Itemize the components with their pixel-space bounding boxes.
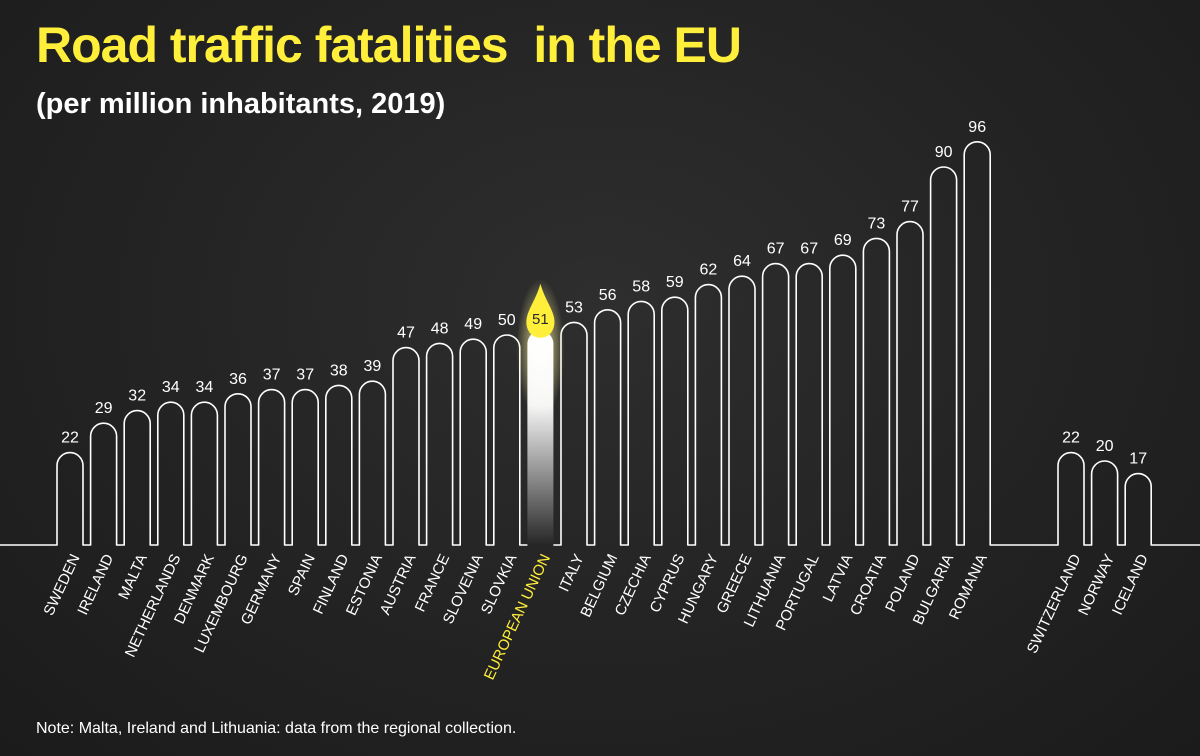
value-label: 56 bbox=[599, 287, 617, 304]
bar-estonia bbox=[359, 381, 385, 545]
bar-greece bbox=[729, 276, 755, 545]
bar-iceland bbox=[1125, 474, 1151, 545]
category-label: SPAIN bbox=[285, 552, 319, 599]
value-label: 53 bbox=[565, 299, 583, 316]
value-label: 47 bbox=[397, 325, 415, 342]
bar-denmark bbox=[191, 402, 217, 545]
bar-european-union bbox=[527, 330, 554, 545]
bar-slovenia bbox=[460, 339, 486, 545]
value-label: 20 bbox=[1096, 438, 1114, 455]
value-label: 67 bbox=[800, 241, 818, 258]
bar-romania bbox=[964, 142, 990, 545]
bar-latvia bbox=[830, 255, 856, 545]
value-label: 17 bbox=[1129, 451, 1147, 468]
category-label: ITALY bbox=[556, 552, 588, 595]
value-label: 39 bbox=[364, 358, 382, 375]
category-label: LATVIA bbox=[820, 552, 857, 605]
value-label: 58 bbox=[632, 278, 650, 295]
value-label: 34 bbox=[196, 379, 214, 396]
chart-subtitle: (per million inhabitants, 2019) bbox=[36, 88, 446, 120]
bar-sweden bbox=[57, 453, 83, 545]
bar-france bbox=[427, 343, 453, 545]
bar-luxembourg bbox=[225, 394, 251, 545]
bar-spain bbox=[292, 390, 318, 545]
bar-italy bbox=[561, 322, 587, 545]
value-label: 22 bbox=[61, 430, 79, 447]
bar-norway bbox=[1092, 461, 1118, 545]
value-label: 67 bbox=[767, 241, 785, 258]
bar-germany bbox=[259, 390, 285, 545]
value-label: 64 bbox=[733, 253, 751, 270]
value-label: 48 bbox=[431, 320, 449, 337]
bar-bulgaria bbox=[931, 167, 957, 545]
value-label: 73 bbox=[868, 215, 886, 232]
value-label: 32 bbox=[128, 388, 146, 405]
value-label: 49 bbox=[464, 316, 482, 333]
bar-poland bbox=[897, 222, 923, 545]
footnote: Note: Malta, Ireland and Lithuania: data… bbox=[36, 720, 517, 737]
value-label: 62 bbox=[700, 262, 718, 279]
chart-title: Road traffic fatalities in the EU bbox=[36, 17, 742, 73]
bar-belgium bbox=[595, 310, 621, 545]
bar-netherlands bbox=[158, 402, 184, 545]
value-label: 51 bbox=[532, 311, 549, 328]
bar-czechia bbox=[628, 301, 654, 545]
value-label: 38 bbox=[330, 362, 348, 379]
value-label: 96 bbox=[968, 119, 986, 136]
bar-malta bbox=[124, 411, 150, 545]
bar-ireland bbox=[91, 423, 117, 545]
flame-icon bbox=[526, 283, 555, 338]
category-label: SWITZERLAND bbox=[1024, 551, 1085, 656]
value-label: 50 bbox=[498, 312, 516, 329]
bar-cyprus bbox=[662, 297, 688, 545]
bar-croatia bbox=[863, 238, 889, 545]
bar-portugal bbox=[796, 264, 822, 545]
value-label: 77 bbox=[901, 199, 919, 216]
value-label: 59 bbox=[666, 274, 684, 291]
value-label: 36 bbox=[229, 371, 247, 388]
value-label: 69 bbox=[834, 232, 852, 249]
value-label: 37 bbox=[263, 367, 281, 384]
bar-slovkia bbox=[494, 335, 520, 545]
value-label: 29 bbox=[95, 400, 113, 417]
bar-switzerland bbox=[1058, 453, 1084, 545]
category-label: MALTA bbox=[115, 552, 151, 603]
bar-hungary bbox=[695, 285, 721, 545]
bar-outline-path bbox=[0, 141, 1200, 546]
bar-austria bbox=[393, 348, 419, 545]
value-label: 37 bbox=[296, 367, 314, 384]
bar-lithuania bbox=[763, 264, 789, 545]
value-label: 34 bbox=[162, 379, 180, 396]
value-label: 90 bbox=[935, 144, 953, 161]
bar-finland bbox=[326, 385, 352, 545]
value-label: 22 bbox=[1062, 430, 1080, 447]
